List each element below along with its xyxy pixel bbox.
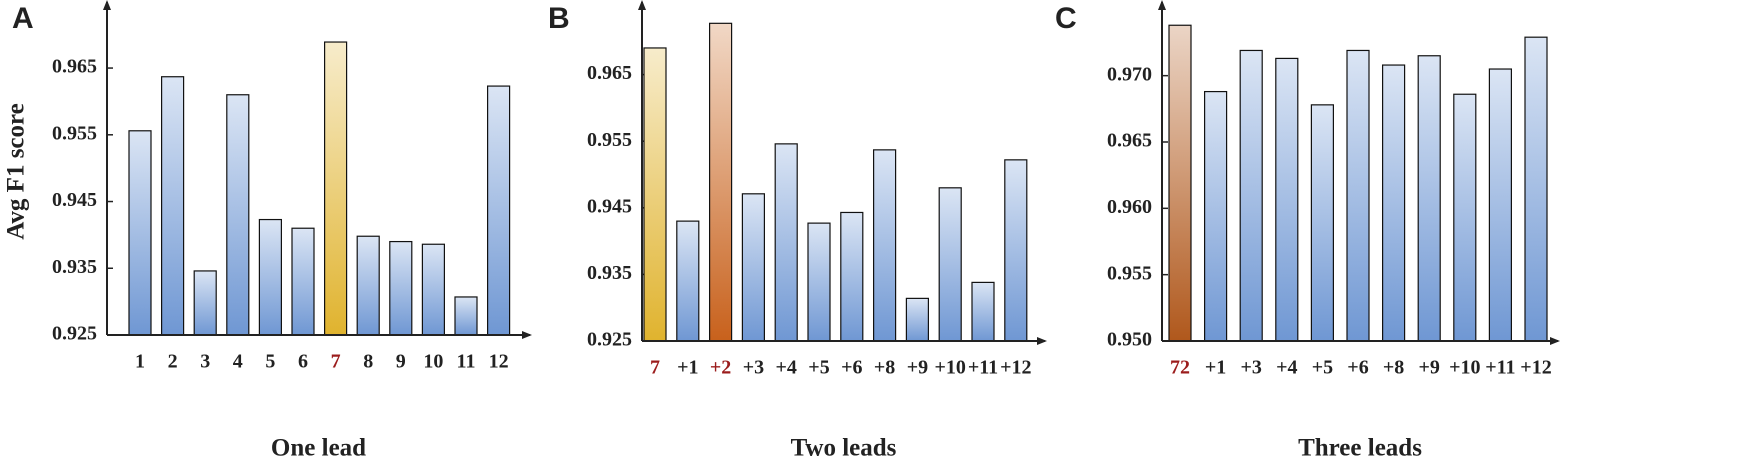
x-tick-label: 5 <box>265 351 275 373</box>
y-tick-label: 0.955 <box>587 129 632 151</box>
panel-letter: C <box>1055 2 1077 35</box>
bar <box>1275 57 1299 342</box>
x-tick-label: 10 <box>423 351 443 373</box>
y-tick-label: 0.955 <box>1107 262 1152 284</box>
bar <box>324 41 348 336</box>
x-tick-label: +4 <box>775 357 796 379</box>
y-tick-label: 0.965 <box>587 62 632 84</box>
x-tick-label: +9 <box>1418 357 1439 379</box>
bar <box>872 149 897 342</box>
bar <box>389 240 413 336</box>
x-tick-label: 8 <box>363 351 373 373</box>
bar <box>454 296 478 336</box>
x-tick-label: +12 <box>1000 357 1031 379</box>
bar <box>971 281 995 342</box>
y-tick-label: 0.925 <box>587 329 632 351</box>
x-tick-label: 9 <box>396 351 406 373</box>
x-tick-label: 2 <box>168 351 178 373</box>
bar <box>487 85 511 336</box>
y-tick-label: 0.950 <box>1107 329 1152 351</box>
x-tick-label: +9 <box>907 357 928 379</box>
bar <box>1310 104 1335 342</box>
x-tick-label: +1 <box>1205 357 1226 379</box>
bar <box>226 94 250 336</box>
x-tick-label: 7 <box>331 351 341 373</box>
bar <box>938 187 962 342</box>
bar <box>291 227 315 336</box>
x-tick-label: 12 <box>489 351 509 373</box>
y-tick-label: 0.970 <box>1107 63 1152 85</box>
bar <box>807 222 831 342</box>
bar <box>905 297 930 342</box>
x-tick-label: 7 <box>650 357 660 379</box>
bar <box>643 47 667 342</box>
bar <box>1453 93 1477 342</box>
x-tick-label: +11 <box>968 357 998 379</box>
bar <box>840 211 864 342</box>
bar <box>1004 159 1028 342</box>
y-arrow <box>638 0 646 10</box>
y-arrow <box>103 0 111 10</box>
y-tick-label: 0.955 <box>52 122 97 144</box>
x-arrow <box>522 331 532 339</box>
y-tick-label: 0.960 <box>1107 196 1152 218</box>
panel-letter: B <box>548 2 570 35</box>
x-tick-label: +12 <box>1520 357 1551 379</box>
bar <box>1346 49 1370 342</box>
x-tick-label: +5 <box>1312 357 1333 379</box>
x-tick-label: +5 <box>808 357 829 379</box>
bar <box>161 76 185 336</box>
bar <box>676 220 700 342</box>
y-tick-label: 0.935 <box>587 262 632 284</box>
x-arrow <box>1037 337 1047 345</box>
x-tick-label: 4 <box>233 351 243 373</box>
x-tick-label: 1 <box>135 351 145 373</box>
y-tick-label: 0.945 <box>587 195 632 217</box>
x-axis-label: One lead <box>271 435 366 462</box>
bar <box>258 218 282 336</box>
y-tick-label: 0.965 <box>1107 130 1152 152</box>
y-tick-label: 0.965 <box>52 56 97 78</box>
x-axis-label: Three leads <box>1298 435 1422 462</box>
bar <box>1168 24 1192 342</box>
bar <box>421 243 445 336</box>
x-tick-label: +10 <box>934 357 965 379</box>
x-axis-label: Two leads <box>791 435 897 462</box>
y-axis-label: Avg F1 score <box>3 103 30 240</box>
bar <box>741 193 766 342</box>
x-arrow <box>1550 337 1560 345</box>
x-tick-label: +6 <box>841 357 862 379</box>
y-tick-label: 0.925 <box>52 323 97 345</box>
bar <box>774 143 798 342</box>
x-tick-label: +8 <box>874 357 895 379</box>
bar <box>1239 49 1263 342</box>
x-tick-label: +10 <box>1449 357 1480 379</box>
bar <box>708 22 733 342</box>
y-tick-label: 0.945 <box>52 189 97 211</box>
x-tick-label: 3 <box>200 351 210 373</box>
x-tick-label: 6 <box>298 351 308 373</box>
panel-letter: A <box>12 2 34 35</box>
x-tick-label: +2 <box>710 357 731 379</box>
bar <box>356 235 380 336</box>
x-tick-label: 11 <box>457 351 476 373</box>
bar <box>1488 68 1513 342</box>
y-arrow <box>1158 0 1166 10</box>
x-tick-label: +6 <box>1347 357 1368 379</box>
x-tick-label: +4 <box>1276 357 1297 379</box>
bar <box>1203 90 1228 342</box>
x-tick-label: 72 <box>1170 357 1190 379</box>
bar <box>1417 55 1441 342</box>
x-tick-label: +8 <box>1383 357 1404 379</box>
bar <box>128 130 152 336</box>
bar <box>1524 36 1548 342</box>
bar <box>1381 64 1406 342</box>
bar <box>193 270 217 336</box>
x-tick-label: +1 <box>677 357 698 379</box>
y-tick-label: 0.935 <box>52 256 97 278</box>
x-tick-label: +3 <box>1240 357 1261 379</box>
x-tick-label: +11 <box>1485 357 1515 379</box>
x-tick-label: +3 <box>743 357 764 379</box>
